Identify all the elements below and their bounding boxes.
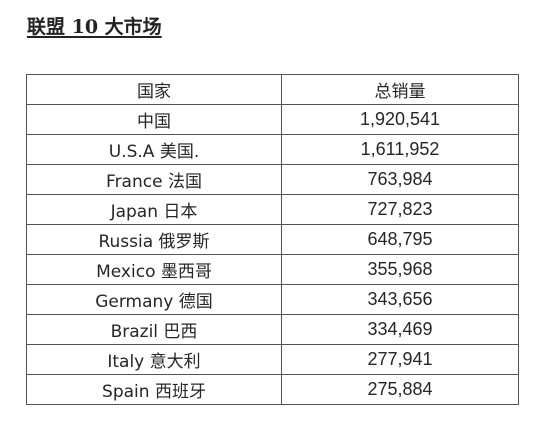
header-row: 国家 总销量: [26, 74, 519, 105]
sales-table: 国家 总销量 中国 1,920,541 U.S.A 美国. 1,611,952 …: [26, 74, 519, 405]
country-cell: Russia 俄罗斯: [26, 224, 282, 255]
sales-cell: 648,795: [281, 224, 519, 255]
country-cell: Spain 西班牙: [26, 374, 282, 405]
country-cell: Mexico 墨西哥: [26, 254, 282, 285]
header-total-sales: 总销量: [281, 74, 519, 105]
country-cell: 中国: [26, 104, 282, 135]
table-row: Mexico 墨西哥 355,968: [26, 254, 519, 285]
table-row: U.S.A 美国. 1,611,952: [26, 134, 519, 165]
sales-cell: 355,968: [281, 254, 519, 285]
table-row: Russia 俄罗斯 648,795: [26, 224, 519, 255]
sales-cell: 763,984: [281, 164, 519, 195]
table-row: Italy 意大利 277,941: [26, 344, 519, 375]
country-cell: Germany 德国: [26, 284, 282, 315]
table-row: France 法国 763,984: [26, 164, 519, 195]
country-cell: Brazil 巴西: [26, 314, 282, 345]
sales-cell: 727,823: [281, 194, 519, 225]
document-title: 联盟 10 大市场: [27, 16, 162, 38]
table-row: Germany 德国 343,656: [26, 284, 519, 315]
sales-cell: 277,941: [281, 344, 519, 375]
table-row: Brazil 巴西 334,469: [26, 314, 519, 345]
table-row: Spain 西班牙 275,884: [26, 374, 519, 405]
header-country: 国家: [26, 74, 282, 105]
sales-cell: 334,469: [281, 314, 519, 345]
sales-cell: 1,920,541: [281, 104, 519, 135]
sales-cell: 343,656: [281, 284, 519, 315]
country-cell: France 法国: [26, 164, 282, 195]
country-cell: Japan 日本: [26, 194, 282, 225]
country-cell: Italy 意大利: [26, 344, 282, 375]
table-row: Japan 日本 727,823: [26, 194, 519, 225]
sales-cell: 275,884: [281, 374, 519, 405]
sales-cell: 1,611,952: [281, 134, 519, 165]
country-cell: U.S.A 美国.: [26, 134, 282, 165]
table-row: 中国 1,920,541: [26, 104, 519, 135]
